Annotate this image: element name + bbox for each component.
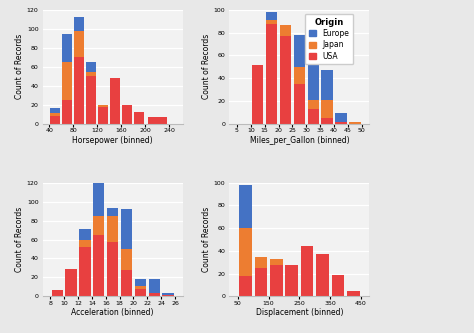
- Y-axis label: Count of Records: Count of Records: [15, 34, 24, 100]
- Bar: [135, 279, 146, 286]
- Bar: [99, 107, 108, 124]
- Bar: [65, 269, 77, 296]
- Bar: [321, 70, 333, 100]
- Bar: [50, 109, 60, 113]
- Bar: [50, 113, 60, 116]
- Bar: [63, 100, 72, 124]
- Legend: Europe, Japan, USA: Europe, Japan, USA: [305, 14, 353, 64]
- Bar: [79, 240, 91, 247]
- Bar: [239, 228, 252, 276]
- Bar: [99, 105, 108, 107]
- Bar: [52, 290, 63, 296]
- Bar: [148, 293, 160, 296]
- Bar: [74, 31, 84, 57]
- Bar: [280, 25, 291, 36]
- Bar: [107, 242, 118, 296]
- Bar: [107, 216, 118, 242]
- Bar: [107, 208, 118, 216]
- Bar: [266, 12, 277, 20]
- Bar: [308, 100, 319, 109]
- Bar: [321, 118, 333, 124]
- Bar: [148, 279, 160, 293]
- Bar: [335, 123, 346, 124]
- X-axis label: Horsepower (binned): Horsepower (binned): [73, 136, 153, 145]
- Bar: [147, 117, 167, 124]
- Bar: [321, 100, 333, 118]
- Bar: [294, 84, 305, 124]
- Bar: [163, 293, 174, 295]
- Bar: [255, 257, 267, 268]
- Bar: [121, 209, 132, 249]
- Bar: [255, 268, 267, 296]
- Bar: [135, 289, 146, 296]
- Y-axis label: Count of Records: Count of Records: [15, 207, 24, 272]
- Bar: [347, 291, 360, 296]
- Bar: [331, 275, 344, 296]
- Bar: [110, 78, 120, 124]
- Y-axis label: Count of Records: Count of Records: [202, 34, 211, 100]
- Bar: [266, 20, 277, 24]
- Bar: [74, 57, 84, 124]
- Bar: [301, 246, 313, 296]
- X-axis label: Miles_per_Gallon (binned): Miles_per_Gallon (binned): [249, 136, 349, 145]
- Bar: [79, 229, 91, 240]
- Bar: [308, 109, 319, 124]
- Bar: [86, 62, 96, 72]
- Bar: [74, 17, 84, 31]
- Bar: [79, 247, 91, 296]
- Bar: [135, 286, 146, 289]
- Bar: [121, 249, 132, 270]
- Bar: [266, 24, 277, 124]
- Bar: [252, 65, 264, 124]
- Bar: [63, 62, 72, 100]
- Bar: [335, 114, 346, 123]
- Bar: [63, 34, 72, 62]
- X-axis label: Displacement (binned): Displacement (binned): [255, 308, 343, 317]
- Bar: [86, 76, 96, 124]
- Bar: [121, 270, 132, 296]
- Bar: [93, 183, 104, 216]
- Bar: [280, 36, 291, 124]
- Bar: [86, 72, 96, 76]
- Bar: [316, 254, 329, 296]
- Bar: [135, 112, 145, 124]
- Bar: [163, 295, 174, 296]
- Bar: [270, 264, 283, 296]
- Bar: [50, 116, 60, 124]
- Bar: [270, 259, 283, 264]
- Bar: [308, 58, 319, 100]
- Bar: [285, 264, 298, 296]
- Bar: [349, 123, 361, 124]
- Y-axis label: Count of Records: Count of Records: [202, 207, 211, 272]
- Bar: [122, 105, 132, 124]
- Bar: [239, 276, 252, 296]
- X-axis label: Acceleration (binned): Acceleration (binned): [72, 308, 154, 317]
- Bar: [93, 235, 104, 296]
- Bar: [239, 185, 252, 228]
- Bar: [93, 216, 104, 235]
- Bar: [294, 35, 305, 67]
- Bar: [294, 67, 305, 84]
